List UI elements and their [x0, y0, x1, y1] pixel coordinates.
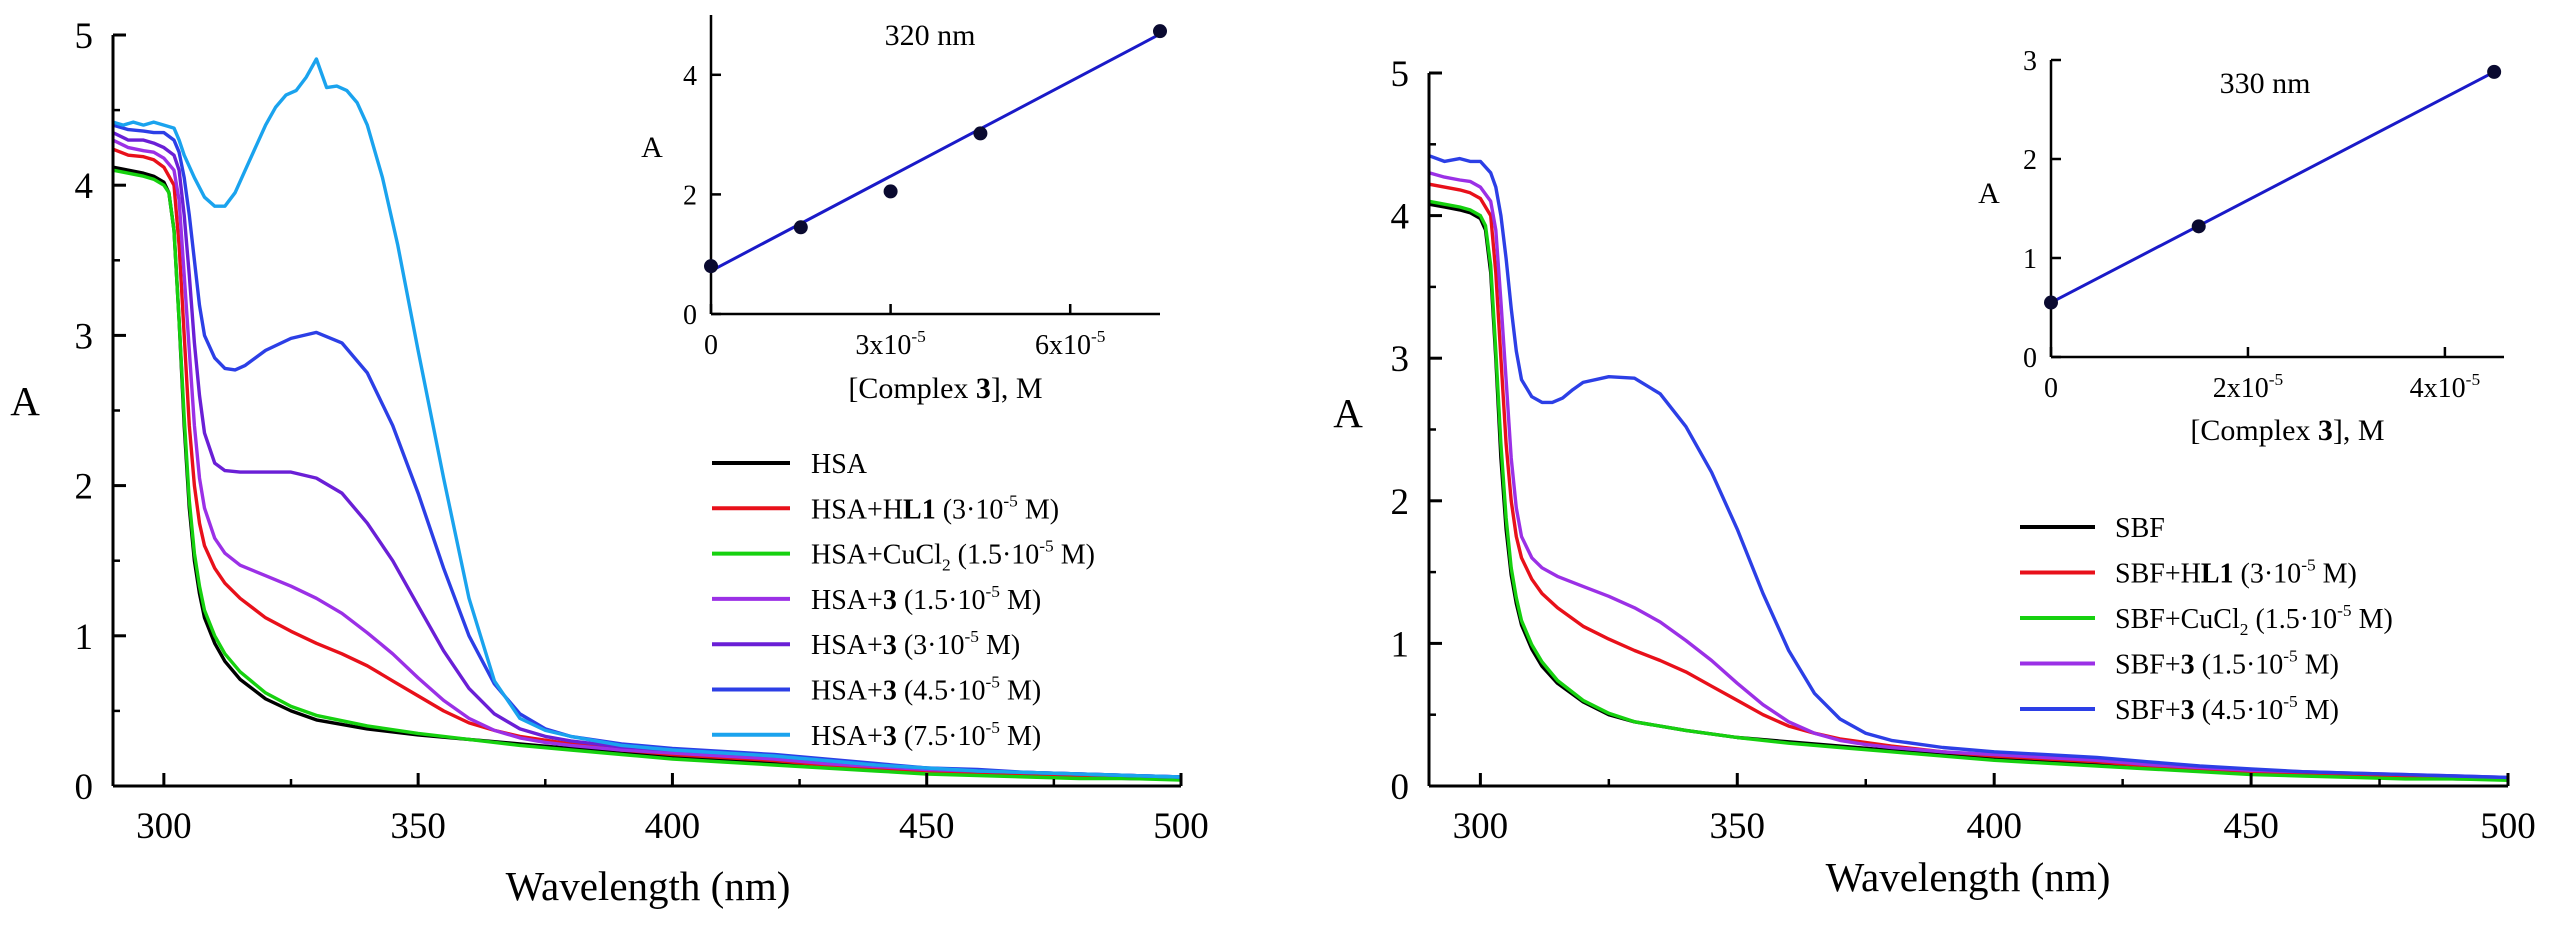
inset-y-tick-label: 2 — [683, 180, 697, 211]
legend-label-2: SBF+CuCl2 (1.5·10-5 M) — [2115, 601, 2393, 639]
inset-x-tick-label: 4x10-5 — [2410, 370, 2480, 404]
x-tick-label: 400 — [1966, 806, 2022, 847]
inset-fit-line — [710, 32, 1161, 273]
y-tick-label: 0 — [1391, 767, 1410, 808]
series-line-0 — [1428, 202, 2508, 781]
x-tick-label: 500 — [1153, 806, 1209, 847]
x-tick-label: 350 — [1710, 806, 1766, 847]
y-tick-label: 3 — [75, 316, 94, 357]
y-tick-label: 5 — [1391, 54, 1410, 95]
legend: HSA HSA+HL1 (3·10-5 M) HSA+CuCl2 (1.5·10-5… — [712, 449, 1095, 752]
legend: SBF SBF+HL1 (3·10-5 M) SBF+CuCl2 (1.5·10-5… — [2020, 513, 2393, 726]
inset-y-axis-label: A — [641, 131, 663, 164]
inset-y-tick-label: 2 — [2023, 145, 2037, 176]
x-tick-label: 300 — [1453, 806, 1509, 847]
legend-label-5: HSA+3 (4.5·10-5 M) — [811, 673, 1041, 707]
legend-label-0: SBF — [2115, 513, 2165, 544]
y-tick-label: 3 — [1391, 339, 1410, 380]
y-tick-label: 2 — [75, 467, 94, 508]
series-line-4 — [1428, 154, 2509, 780]
series-line-3 — [112, 138, 1182, 779]
inset-x-tick-label: 2x10-5 — [2213, 370, 2283, 404]
inset-y-tick-label: 1 — [2023, 244, 2037, 275]
inset-x-axis-label: [Complex 3], M — [848, 372, 1042, 405]
legend-label-3: HSA+3 (1.5·10-5 M) — [811, 582, 1041, 616]
x-tick-label: 450 — [899, 806, 955, 847]
inset-x-axis-label: [Complex 3], M — [2190, 414, 2384, 447]
y-axis-label: A — [1333, 390, 1363, 436]
series-line-6 — [112, 57, 1182, 779]
x-tick-label: 350 — [390, 806, 446, 847]
x-tick-label: 300 — [136, 806, 192, 847]
legend-label-1: HSA+HL1 (3·10-5 M) — [811, 491, 1059, 525]
inset-title: 330 nm — [2220, 67, 2311, 100]
x-axis-label: Wavelength (nm) — [1826, 854, 2111, 900]
y-tick-label: 1 — [1391, 624, 1410, 665]
inset-calibration-plot: 0 1 2 3 0 2x10-5 4x10-5 330 nm A [Complex 3], M — [1978, 46, 2504, 447]
y-tick-label: 4 — [1391, 197, 1410, 238]
inset-data-point — [1153, 24, 1167, 39]
legend-label-4: SBF+3 (4.5·10-5 M) — [2115, 692, 2339, 726]
inset-fit-line — [2050, 70, 2495, 304]
inset-data-point — [883, 184, 898, 199]
y-tick-label: 4 — [75, 166, 94, 207]
y-axis-label: A — [10, 378, 40, 424]
inset-y-axis-label: A — [1978, 177, 2000, 210]
inset-x-tick-label: 0 — [704, 330, 718, 361]
series-line-3 — [1428, 171, 2509, 780]
series-line-2 — [112, 168, 1182, 782]
legend-label-3: SBF+3 (1.5·10-5 M) — [2115, 647, 2339, 681]
legend-label-2: HSA+CuCl2 (1.5·10-5 M) — [811, 537, 1095, 575]
inset-y-tick-label: 0 — [683, 300, 697, 331]
spectra-series-group — [1428, 154, 2509, 782]
inset-data-point — [2487, 64, 2502, 79]
inset-y-tick-label: 4 — [683, 61, 697, 92]
y-tick-label: 0 — [75, 767, 94, 808]
inset-data-point — [704, 259, 718, 274]
spectra-series-group — [112, 57, 1182, 782]
legend-label-4: HSA+3 (3·10-5 M) — [811, 627, 1020, 661]
inset-data-point — [2191, 219, 2206, 234]
series-line-2 — [1428, 199, 2509, 782]
legend-label-0: HSA — [811, 449, 868, 480]
legend-label-1: SBF+HL1 (3·10-5 M) — [2115, 556, 2357, 590]
series-line-1 — [1428, 182, 2509, 781]
y-tick-label: 5 — [75, 16, 94, 57]
inset-y-tick-label: 0 — [2023, 343, 2037, 374]
x-tick-label: 450 — [2223, 806, 2279, 847]
legend-label-6: HSA+3 (7.5·10-5 M) — [811, 718, 1041, 752]
y-tick-label: 2 — [1391, 482, 1410, 523]
inset-x-tick-label: 6x10-5 — [1035, 327, 1105, 361]
y-tick-label: 1 — [75, 617, 94, 658]
inset-data-point — [2044, 295, 2058, 310]
inset-data-point — [973, 126, 988, 141]
x-axis-label: Wavelength (nm) — [506, 863, 791, 909]
inset-y-tick-label: 3 — [2023, 46, 2037, 77]
x-tick-label: 500 — [2480, 806, 2536, 847]
inset-title: 320 nm — [885, 19, 976, 52]
inset-x-tick-label: 3x10-5 — [855, 327, 925, 361]
inset-calibration-plot: 0 2 4 0 3x10-5 6x10-5 320 nm A [Complex 3], M — [641, 15, 1167, 405]
inset-data-point — [793, 220, 808, 235]
x-tick-label: 400 — [645, 806, 701, 847]
inset-x-tick-label: 0 — [2044, 373, 2058, 404]
